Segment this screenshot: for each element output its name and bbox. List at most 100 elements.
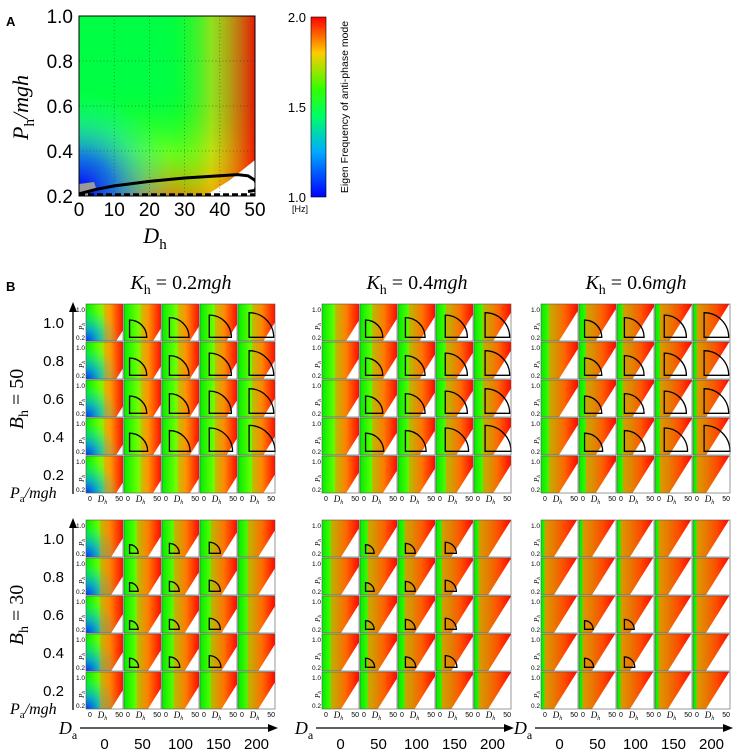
mini-panel (199, 341, 238, 380)
mini-x-tick: 0 (657, 712, 661, 719)
mini-unstable-region (377, 640, 397, 671)
mini-y-tick: 1.0 (531, 459, 540, 466)
mini-panel: 1.0 0.2 Ph (312, 379, 360, 418)
mini-unstable-region (451, 560, 473, 595)
column-header-unit: mgh (433, 272, 467, 294)
mini-frame (123, 341, 162, 380)
mini-y-label-var: P (78, 579, 86, 585)
mini-unstable-region (488, 634, 511, 671)
mini-x-tick: 50 (503, 496, 511, 503)
y-tick-label: 0.4 (47, 142, 74, 163)
pa-tick-label: 0.6 (43, 607, 64, 624)
mini-unstable-region (184, 648, 199, 671)
mini-contour (128, 357, 148, 376)
mini-unstable-region (221, 684, 237, 709)
mini-unstable-region (189, 364, 199, 379)
da-axis-sub: a (527, 728, 533, 742)
unstable-region (205, 160, 255, 196)
mini-panel (199, 633, 238, 672)
mini-contour (444, 617, 457, 630)
mini-frame (616, 379, 655, 418)
mini-x-label-sub: h (340, 716, 343, 722)
da-tick-label: 0 (100, 736, 108, 752)
mini-panel: 0 50 Dh (578, 670, 617, 722)
mini-panel: 1.0 0.2 Ph (76, 519, 124, 558)
mini-panel (199, 303, 238, 342)
mini-x-tick: 0 (164, 496, 168, 503)
mini-panel: 1.0 0.2 Ph (531, 632, 579, 672)
mini-y-label: Ph (78, 653, 87, 661)
mini-panel (359, 379, 398, 418)
mini-panel (435, 595, 474, 634)
mini-y-label: Ph (533, 323, 542, 331)
da-axis-label: Da (294, 718, 314, 742)
pa-tick-label: 0.6 (43, 391, 64, 408)
da-tick-label: 50 (589, 736, 606, 752)
mini-panel: 1.0 0.2 Ph 0 50 Dh (312, 455, 360, 506)
mini-unstable-region (595, 422, 616, 455)
mini-x-label-var: D (666, 494, 674, 504)
mini-y-tick: 0.2 (531, 627, 540, 634)
mini-frame (473, 303, 512, 342)
mini-unstable-region (189, 402, 199, 417)
mini-panel (616, 594, 655, 634)
mini-frame (540, 557, 579, 596)
mini-unstable-region (456, 466, 473, 493)
mini-unstable-region (153, 442, 161, 455)
mini-contour (703, 312, 730, 338)
mini-x-tick: 0 (324, 496, 328, 503)
mini-panel (654, 556, 693, 596)
mini-x-tick: 50 (570, 712, 578, 719)
mini-y-label-sub: h (82, 475, 87, 478)
mini-frame (397, 519, 436, 558)
mini-frame (578, 417, 617, 456)
mini-panel (397, 595, 436, 634)
mini-y-tick: 0.2 (76, 335, 85, 342)
mini-y-tick: 0.2 (76, 411, 85, 418)
row-group-var: B (6, 633, 28, 645)
mini-contour (404, 542, 416, 554)
mini-x-label: Dh (447, 494, 458, 506)
mini-frame (397, 671, 436, 710)
mini-frame (199, 671, 238, 710)
mini-x-tick: 50 (684, 712, 692, 719)
pa-axis-var: P (9, 701, 20, 718)
pa-axis-label: Pa/mgh (9, 701, 57, 721)
mini-panel (473, 633, 512, 672)
mini-panel (123, 341, 162, 380)
da-tick-label: 100 (404, 736, 429, 752)
mini-x-label: Dh (97, 710, 108, 722)
mini-contour (583, 657, 595, 668)
mini-frame (359, 557, 398, 596)
mini-y-tick: 0.2 (531, 373, 540, 380)
mini-panel (123, 303, 162, 342)
mini-x-tick: 50 (115, 712, 123, 719)
mini-y-label-sub: h (82, 361, 87, 364)
mini-x-label: Dh (590, 494, 601, 506)
mini-x-label-var: D (135, 494, 143, 504)
y-tick-label: 1.0 (47, 7, 73, 28)
mini-y-tick: 1.0 (76, 599, 85, 606)
mini-x-label-var: D (97, 494, 105, 504)
mini-frame (578, 633, 617, 672)
mini-y-tick: 0.2 (76, 551, 85, 558)
mini-contour (168, 580, 180, 592)
mini-panel (654, 303, 693, 342)
mini-y-label-var: P (533, 579, 541, 585)
mini-unstable-region (184, 534, 199, 557)
mini-y-label-sub: h (537, 615, 542, 618)
mini-y-label: Ph (314, 615, 323, 623)
column-header-value: 0.6 (627, 272, 652, 294)
mini-panel: 1.0 0.2 Ph (312, 303, 360, 342)
mini-panel (435, 341, 474, 380)
mini-frame (321, 341, 360, 380)
mini-unstable-region (111, 652, 123, 671)
mini-y-tick: 0.2 (531, 703, 540, 710)
mini-frame (123, 595, 162, 634)
panel-a-label: A (6, 14, 16, 29)
mini-panel: 1.0 0.2 Ph (76, 417, 124, 456)
mini-frame (473, 519, 512, 558)
mini-frame (435, 633, 474, 672)
mini-panel (616, 417, 655, 456)
row-group-var: B (6, 417, 28, 429)
